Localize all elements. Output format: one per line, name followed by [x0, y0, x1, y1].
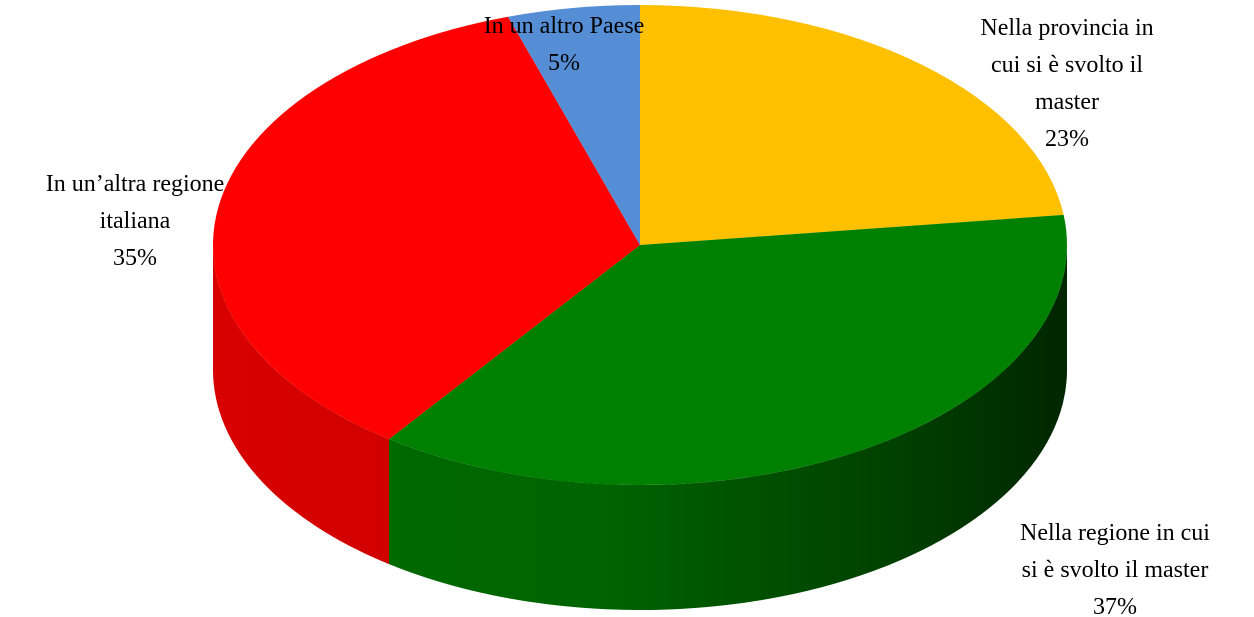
slice-label-provincia: Nella provincia in cui si è svolto il mast…: [980, 15, 1153, 152]
pie-slice-provincia: [640, 5, 1064, 245]
pie-slice-altro-paese: [508, 5, 640, 245]
slice-label-regione: Nella regione in cui si è svolto il maste…: [1020, 520, 1210, 617]
slice-category-label-regione: si è svolto il master: [1022, 557, 1209, 583]
slice-label-altro-paese: In un altro Paese 5%: [484, 13, 645, 76]
slice-category-label-provincia: master: [1035, 89, 1099, 115]
slice-category-label-altro-paese: In un altro Paese: [484, 13, 645, 39]
slice-category-label-altra-regione: italiana: [100, 208, 171, 234]
pie-labels: Nella provincia in cui si è svolto il mast…: [46, 13, 1211, 617]
slice-value-label-altra-regione: 35%: [113, 245, 157, 271]
slice-value-label-regione: 37%: [1093, 594, 1137, 617]
pie-slice-altra-regione: [212, 16, 640, 440]
slice-label-altra-regione: In un’altra regione italiana 35%: [46, 171, 225, 271]
slice-value-label-provincia: 23%: [1045, 126, 1089, 152]
pie-sides: [213, 245, 1067, 610]
slice-category-label-provincia: cui si è svolto il: [991, 52, 1143, 78]
pie-tops: [212, 5, 1067, 485]
pie-slice-regione: [389, 214, 1067, 485]
slice-category-label-regione: Nella regione in cui: [1020, 520, 1210, 546]
pie-side-altra-regione: [213, 245, 390, 565]
slice-value-label-altro-paese: 5%: [548, 50, 580, 76]
slice-category-label-provincia: Nella provincia in: [980, 15, 1153, 41]
pie-side-regione: [389, 245, 1067, 610]
slice-category-label-altra-regione: In un’altra regione: [46, 171, 225, 197]
